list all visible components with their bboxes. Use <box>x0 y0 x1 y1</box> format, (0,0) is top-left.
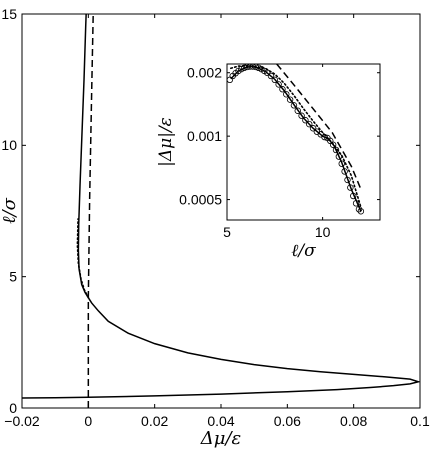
main-x-tick-label: 0.06 <box>274 413 301 429</box>
inset-series-0-marker-15 <box>271 76 279 84</box>
main-y-tick-label: 15 <box>1 6 17 22</box>
inset-series-0-marker-17 <box>279 86 286 93</box>
main-y-axis-label: ℓ/σ <box>0 197 20 224</box>
main-y-tick-label: 10 <box>1 137 17 153</box>
main-x-tick-label: 0 <box>84 413 92 429</box>
main-series-group <box>22 14 420 408</box>
inset-y-tick-label: 0.0005 <box>179 191 222 207</box>
inset-series-group <box>227 64 365 215</box>
main-y-tick-label: 5 <box>9 269 17 285</box>
inset-series-0-marker-19 <box>286 96 294 103</box>
inset-series-0-marker-41 <box>357 208 365 215</box>
inset-plot-frame <box>226 63 381 221</box>
inset-series-0-marker-16 <box>275 81 282 88</box>
inset-series-0-marker-21 <box>294 107 301 114</box>
main-x-tick-label: 0.02 <box>141 413 168 429</box>
inset-series-3-dashed-line <box>276 64 362 190</box>
main-series-1-dotted-line <box>76 218 90 299</box>
inset-series-0-marker-4 <box>238 65 245 73</box>
inset-y-tick-label: 0.001 <box>187 128 222 144</box>
inset-series-0-marker-20 <box>290 102 298 109</box>
inset-series-0-marker-18 <box>283 91 290 98</box>
inset-series-0-marker-24 <box>306 120 313 128</box>
inset-y-tick-label: 0.002 <box>187 65 222 81</box>
main-x-tick-label: 0.08 <box>340 413 367 429</box>
inset-series-1-solid-line <box>230 65 362 212</box>
inset-x-tick-label: 10 <box>315 224 331 240</box>
main-y-tick-label: 0 <box>9 400 17 416</box>
main-series-0-solid-line <box>22 14 420 399</box>
main-x-tick-label: 0.1 <box>410 413 430 429</box>
inset-background <box>227 64 380 220</box>
main-x-axis-label: Δμ/ε <box>200 428 241 449</box>
main-x-tick-label: −0.02 <box>4 413 40 429</box>
inset-series-0-marker-23 <box>302 117 309 124</box>
inset-y-axis-label: |Δμ|/ε <box>156 117 176 167</box>
main-series-2-dashed-line <box>87 14 94 408</box>
inset-series-0-marker-22 <box>298 112 305 119</box>
inset-chart: 5 10 0.0005 0.001 0.002 ℓ/σ |Δμ|/ε <box>156 63 381 261</box>
inset-ticks-group: 5 10 0.0005 0.001 0.002 <box>179 64 380 240</box>
inset-series-0-marker-31 <box>329 141 337 148</box>
inset-series-0-marker-14 <box>267 72 275 80</box>
main-x-tick-label: 0.04 <box>207 413 234 429</box>
inset-x-tick-label: 5 <box>223 224 231 240</box>
inset-x-axis-label: ℓ/σ <box>291 241 316 261</box>
inset-series-0-marker-25 <box>309 125 317 132</box>
